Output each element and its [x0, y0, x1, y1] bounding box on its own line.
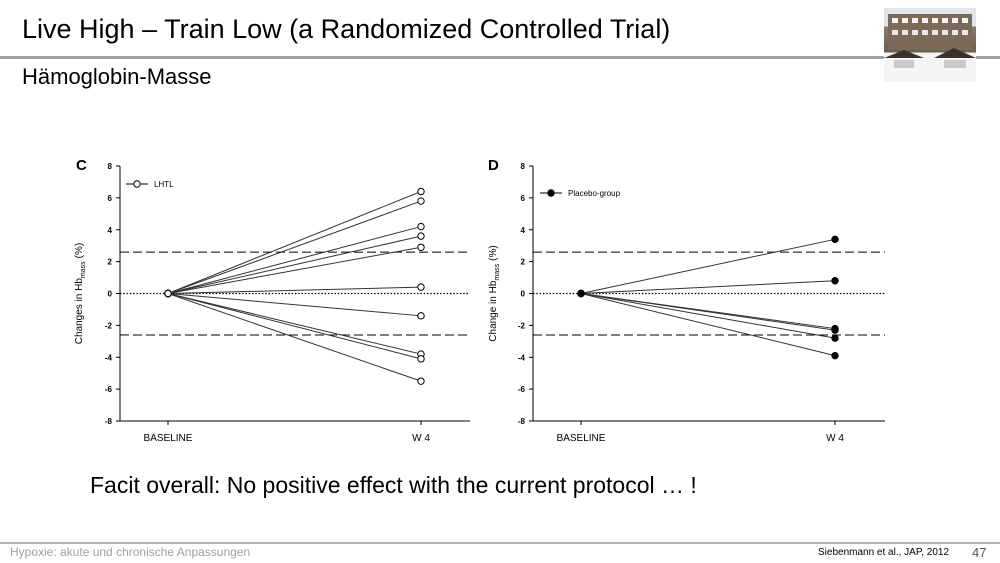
data-point — [417, 312, 425, 320]
series-line — [580, 293, 836, 339]
series-line — [167, 293, 422, 360]
data-point — [417, 197, 425, 205]
y-axis-label-main: Changes in Hb — [74, 278, 85, 345]
data-point — [417, 283, 425, 291]
x-tick-label: BASELINE — [557, 433, 606, 444]
series-line — [167, 226, 422, 294]
chart-panel-d: D 8 6 4 2 0 -2 -4 -6 -8 BASELINE W 4 Change in Hbmas… — [488, 157, 885, 444]
y-axis-label-subscript: mass — [494, 263, 501, 280]
panel-label: D — [488, 157, 499, 174]
y-tick-label: 6 — [108, 194, 113, 203]
series-line — [580, 280, 836, 294]
data-point — [417, 222, 425, 231]
series-line — [580, 293, 836, 357]
y-axis-label-main: Change in Hb — [488, 280, 499, 342]
y-tick-label: -2 — [105, 321, 113, 330]
page-number: 47 — [972, 545, 987, 560]
y-tick-label: 2 — [108, 258, 113, 267]
data-point — [831, 277, 839, 285]
y-tick-label: 6 — [521, 194, 526, 203]
series-line — [167, 293, 422, 355]
data-point — [831, 235, 839, 244]
y-tick-label: -4 — [105, 353, 113, 362]
y-tick-label: 8 — [108, 162, 113, 171]
title-divider — [0, 56, 1000, 59]
data-point — [417, 355, 425, 363]
series-line — [167, 293, 422, 382]
data-point — [831, 351, 839, 360]
y-axis-label: Changes in Hbmass (%) — [74, 243, 87, 344]
series-line — [167, 191, 422, 294]
x-tick-label: W 4 — [826, 433, 844, 444]
series-line — [167, 246, 422, 294]
slide-subtitle: Hämoglobin-Masse — [22, 64, 212, 89]
y-axis-label-subscript: mass — [80, 261, 87, 278]
y-tick-label: 4 — [521, 226, 526, 235]
series-line — [167, 293, 422, 317]
y-axis-label-unit: (%) — [488, 245, 499, 261]
y-tick-label: -4 — [518, 353, 526, 362]
y-tick-label: -8 — [105, 417, 113, 426]
y-tick-label: -2 — [518, 321, 526, 330]
slide-title: Live High – Train Low (a Randomized Cont… — [22, 14, 671, 44]
y-tick-label: 0 — [108, 290, 113, 299]
series-line — [167, 200, 422, 294]
y-tick-label: 0 — [521, 290, 526, 299]
building-photo — [884, 8, 976, 82]
y-tick-label: 2 — [521, 258, 526, 267]
footer-divider — [0, 542, 1000, 544]
data-point — [831, 326, 839, 334]
conclusion-caption: Facit overall: No positive effect with t… — [90, 472, 697, 498]
data-point — [417, 232, 425, 240]
data-point — [577, 289, 585, 298]
x-tick-label: W 4 — [412, 433, 430, 444]
x-tick-label: BASELINE — [144, 433, 193, 444]
y-tick-label: -6 — [518, 385, 526, 394]
data-point — [417, 243, 425, 251]
legend-marker — [133, 180, 141, 188]
chart-panel-c: C 8 6 4 2 0 -2 -4 -6 -8 BASELINE W 4 Changes in Hbma… — [74, 157, 470, 444]
y-tick-label: 4 — [108, 226, 113, 235]
footer-course-title: Hypoxie: akute und chronische Anpassunge… — [10, 545, 251, 559]
panel-label: C — [76, 157, 87, 174]
data-point — [417, 187, 425, 196]
legend-label: LHTL — [154, 180, 174, 189]
data-point — [164, 289, 172, 298]
series-line — [167, 286, 422, 294]
y-tick-label: -6 — [105, 385, 113, 394]
series-line — [580, 238, 836, 294]
series-line — [580, 293, 836, 331]
footer-reference: Siebenmann et al., JAP, 2012 — [818, 547, 950, 558]
y-axis-label: Change in Hbmass (%) — [488, 245, 501, 341]
data-point — [831, 334, 839, 342]
series-line — [167, 235, 422, 294]
y-tick-label: 8 — [521, 162, 526, 171]
y-axis-label-unit: (%) — [74, 243, 85, 259]
y-tick-label: -8 — [518, 417, 526, 426]
legend-marker — [547, 189, 555, 197]
legend-label: Placebo-group — [568, 189, 621, 198]
data-point — [417, 377, 425, 385]
